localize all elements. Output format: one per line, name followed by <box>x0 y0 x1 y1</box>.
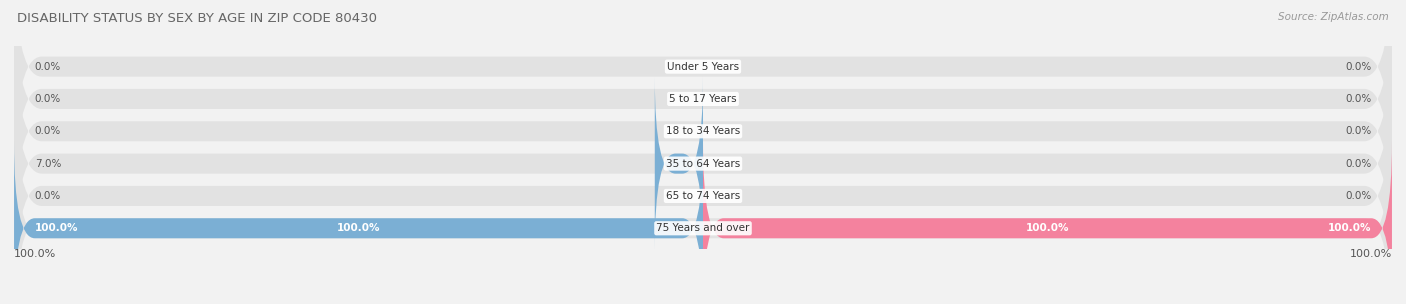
Text: 35 to 64 Years: 35 to 64 Years <box>666 159 740 169</box>
Text: 100.0%: 100.0% <box>35 223 79 233</box>
Text: 0.0%: 0.0% <box>35 191 60 201</box>
Text: 0.0%: 0.0% <box>1346 94 1371 104</box>
Text: 5 to 17 Years: 5 to 17 Years <box>669 94 737 104</box>
Text: DISABILITY STATUS BY SEX BY AGE IN ZIP CODE 80430: DISABILITY STATUS BY SEX BY AGE IN ZIP C… <box>17 12 377 25</box>
Text: 0.0%: 0.0% <box>35 94 60 104</box>
Text: 0.0%: 0.0% <box>1346 126 1371 136</box>
Text: 100.0%: 100.0% <box>1026 223 1069 233</box>
Text: 0.0%: 0.0% <box>1346 62 1371 72</box>
Text: 0.0%: 0.0% <box>1346 191 1371 201</box>
Text: 7.0%: 7.0% <box>35 159 60 169</box>
Text: 0.0%: 0.0% <box>35 126 60 136</box>
FancyBboxPatch shape <box>14 12 1392 250</box>
Text: 100.0%: 100.0% <box>14 249 56 259</box>
FancyBboxPatch shape <box>14 109 1392 304</box>
FancyBboxPatch shape <box>14 141 703 304</box>
FancyBboxPatch shape <box>14 0 1392 186</box>
FancyBboxPatch shape <box>14 77 1392 304</box>
FancyBboxPatch shape <box>703 141 1392 304</box>
Text: 0.0%: 0.0% <box>35 62 60 72</box>
Text: 100.0%: 100.0% <box>1327 223 1371 233</box>
Text: 75 Years and over: 75 Years and over <box>657 223 749 233</box>
Text: 0.0%: 0.0% <box>1346 159 1371 169</box>
Text: 18 to 34 Years: 18 to 34 Years <box>666 126 740 136</box>
Text: Under 5 Years: Under 5 Years <box>666 62 740 72</box>
FancyBboxPatch shape <box>655 77 703 250</box>
Text: 65 to 74 Years: 65 to 74 Years <box>666 191 740 201</box>
Text: Source: ZipAtlas.com: Source: ZipAtlas.com <box>1278 12 1389 22</box>
Legend: Male, Female: Male, Female <box>0 302 70 304</box>
Text: 100.0%: 100.0% <box>337 223 380 233</box>
Text: 100.0%: 100.0% <box>1350 249 1392 259</box>
FancyBboxPatch shape <box>14 44 1392 283</box>
FancyBboxPatch shape <box>14 0 1392 218</box>
